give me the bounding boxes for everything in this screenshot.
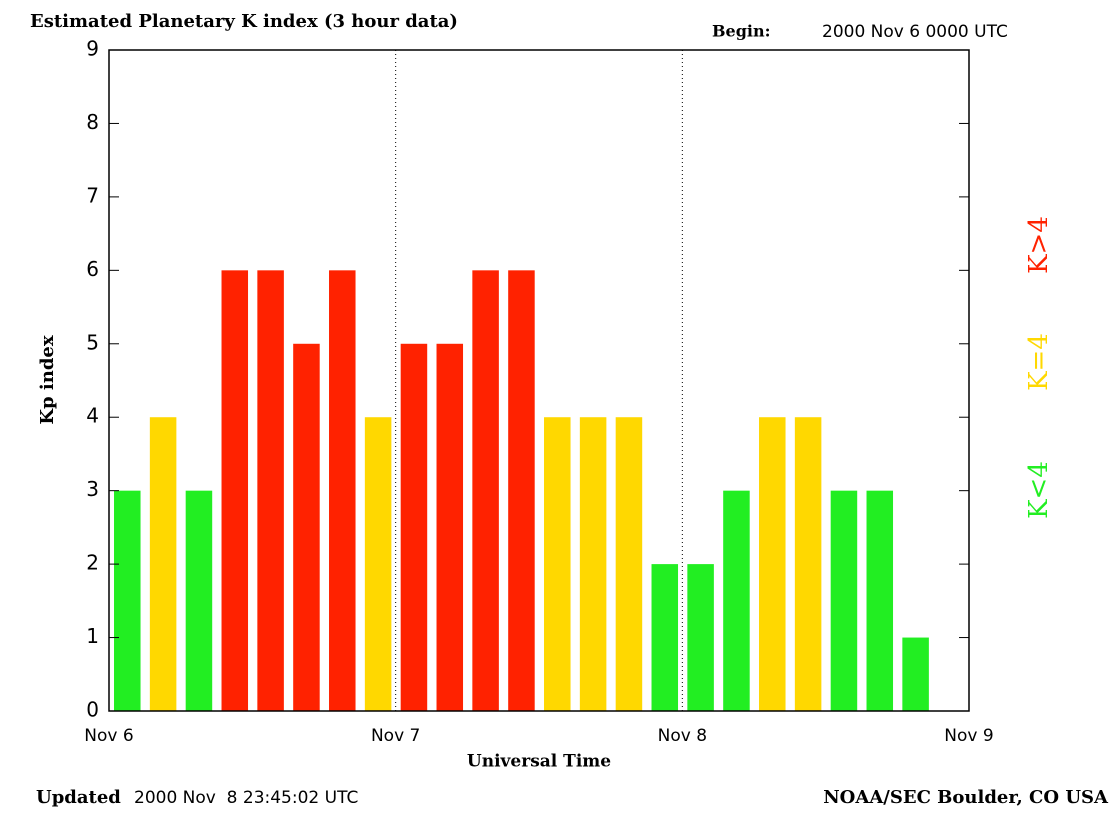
legend-label: K<4 [1024, 461, 1054, 519]
bar [257, 270, 284, 711]
updated-value: 2000 Nov 8 23:45:02 UTC [134, 788, 358, 808]
bar [651, 564, 679, 711]
bar [293, 343, 320, 711]
bar [579, 417, 607, 711]
y-tick-label: 8 [86, 110, 99, 134]
x-tick-label: Nov 6 [84, 726, 133, 746]
bar [436, 343, 464, 711]
bar [508, 270, 535, 711]
y-tick-label: 0 [86, 698, 99, 722]
x-axis-label: Universal Time [467, 752, 611, 772]
bar [472, 270, 499, 711]
begin-value: 2000 Nov 6 0000 UTC [822, 22, 1008, 42]
plot-frame [108, 49, 970, 712]
bar [759, 417, 786, 711]
y-tick-label: 4 [86, 404, 99, 428]
legend-label: K=4 [1024, 333, 1054, 391]
bar [185, 490, 213, 711]
bar [364, 417, 392, 711]
y-tick-label: 5 [86, 330, 99, 354]
chart-title: Estimated Planetary K index (3 hour data… [30, 11, 458, 32]
bar [400, 343, 428, 711]
bar [794, 417, 822, 711]
x-tick-label: Nov 9 [944, 726, 993, 746]
y-tick-label: 1 [86, 624, 99, 648]
bar [902, 637, 929, 711]
bar [221, 270, 249, 711]
bar [329, 270, 356, 711]
bar [687, 564, 714, 711]
bar [544, 417, 571, 711]
bar [866, 490, 894, 711]
legend-label: K>4 [1024, 216, 1054, 274]
y-axis-label: Kp index [37, 335, 58, 424]
credit: NOAA/SEC Boulder, CO USA [823, 787, 1109, 808]
bar [723, 490, 750, 711]
y-tick-label: 6 [86, 257, 99, 281]
y-tick-label: 9 [86, 37, 99, 61]
bar [615, 417, 643, 711]
bar [149, 417, 177, 711]
x-tick-label: Nov 7 [371, 726, 420, 746]
updated-label: Updated [36, 787, 121, 808]
bar [114, 490, 141, 711]
begin-label: Begin: [712, 22, 771, 41]
y-tick-label: 7 [86, 183, 99, 207]
y-tick-label: 2 [86, 551, 99, 575]
bar [830, 490, 858, 711]
x-tick-label: Nov 8 [658, 726, 707, 746]
y-tick-label: 3 [86, 477, 99, 501]
